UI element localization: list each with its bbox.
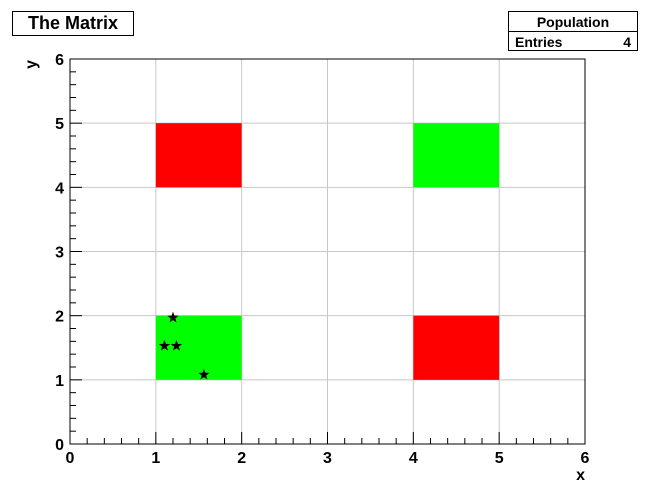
y-tick-label: 5 [55, 116, 64, 133]
y-axis-label: y [23, 60, 40, 69]
x-tick-label: 1 [151, 450, 160, 467]
y-tick-label: 3 [55, 245, 64, 262]
x-tick-label: 6 [581, 450, 590, 467]
y-tick-label: 1 [55, 373, 64, 390]
heatmap-cell [155, 315, 242, 380]
data-points [158, 311, 210, 380]
grid-lines [70, 59, 585, 444]
stats-entries-row: Entries 4 [509, 32, 637, 51]
x-tick-label: 2 [237, 450, 246, 467]
axes: 0 1 2 3 4 5 6 0 1 2 3 4 5 6 [55, 52, 589, 467]
axis-labels: x y [23, 60, 585, 484]
stats-histogram-name: Population [509, 12, 637, 32]
heatmap-cells [155, 123, 500, 380]
y-tick-label: 2 [55, 309, 64, 326]
stats-entries-value: 4 [623, 33, 631, 50]
x-axis-label: x [576, 467, 585, 484]
heatmap-cell [155, 123, 242, 188]
heatmap-cell [413, 123, 500, 188]
y-tick-label: 0 [55, 437, 64, 454]
star-marker [198, 368, 210, 380]
star-marker [167, 311, 179, 323]
x-tick-label: 5 [495, 450, 504, 467]
star-marker [158, 339, 171, 351]
stats-entries-label: Entries [515, 33, 563, 50]
stats-box: Population Entries 4 [508, 11, 638, 51]
heatmap-cell [413, 315, 500, 380]
x-tick-label: 3 [323, 450, 332, 467]
x-tick-label: 0 [66, 450, 75, 467]
chart-title: The Matrix [12, 11, 134, 36]
x-tick-label: 4 [409, 450, 418, 467]
y-tick-label: 6 [55, 52, 64, 69]
star-marker [170, 339, 183, 351]
y-tick-label: 4 [55, 180, 64, 197]
